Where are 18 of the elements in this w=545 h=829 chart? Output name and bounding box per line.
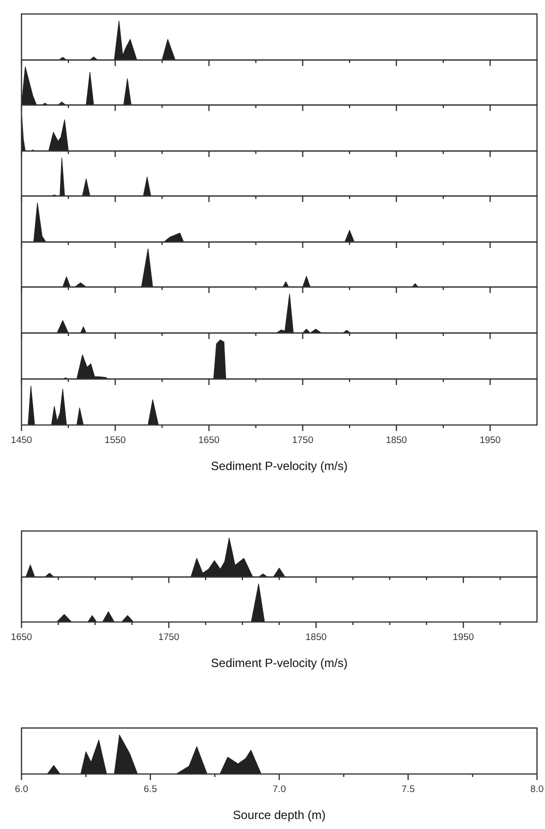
x-tick-label: 1950 (480, 435, 501, 446)
x-axis-title: Sediment P-velocity (m/s) (210, 656, 348, 670)
x-tick-label: 6.0 (14, 784, 28, 795)
x-tick-label: 7.0 (272, 784, 286, 795)
x-axis-title: Source depth (m) (232, 808, 326, 822)
x-tick-label: 1750 (158, 632, 180, 643)
x-tick-label: 1950 (452, 632, 474, 643)
x-tick-label: 1650 (198, 435, 220, 446)
x-tick-label: 1850 (306, 632, 327, 643)
x-tick-label: 1750 (292, 435, 314, 446)
x-axis-title: Sediment P-velocity (m/s) (210, 459, 348, 473)
x-tick-label: 1550 (104, 435, 126, 446)
x-tick-label: 8.0 (530, 784, 544, 795)
x-tick-label: 6.5 (144, 784, 157, 795)
x-tick-label: 7.5 (402, 784, 415, 795)
x-tick-label: 1450 (10, 435, 32, 446)
x-tick-label: 1850 (386, 435, 407, 446)
x-tick-label: 1650 (10, 632, 32, 643)
